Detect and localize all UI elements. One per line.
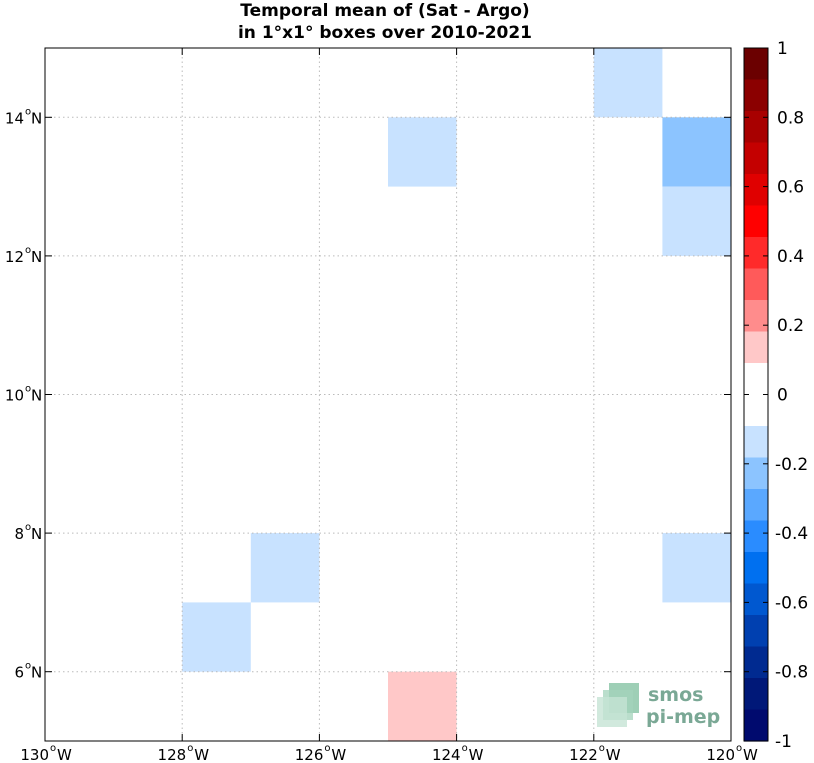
colorbar-tick-label-0: 1 (777, 39, 788, 59)
colorbar-swatch-13 (744, 457, 768, 490)
colorbar-tick-label-8: -0.6 (775, 593, 808, 613)
colorbar-swatch-18 (744, 615, 768, 648)
chart-title: Temporal mean of (Sat - Argo) in 1°x1° b… (0, 0, 770, 44)
colorbar-swatch-14 (744, 489, 768, 522)
x-tick-label-1: 128 o W (158, 743, 210, 763)
y-tick-label-hem-0: N (31, 664, 42, 682)
colorbar-tick-label-7: -0.4 (775, 524, 808, 544)
y-tick-label-4: 14 o N (5, 106, 42, 127)
colorbar-swatch-10 (744, 363, 768, 396)
x-tick-label-deg-1: 128 (158, 746, 187, 763)
y-tick-degree-mark-2: o (25, 384, 31, 395)
y-axis: 6 o N8 o N10 o N12 o N14 o N (5, 106, 731, 682)
x-tick-label-hem-2: W (331, 746, 346, 763)
x-tick-label-4: 122 o W (569, 743, 621, 763)
y-tick-label-deg-4: 14 (5, 109, 24, 127)
colorbar-swatch-11 (744, 394, 768, 427)
x-tick-degree-mark-4: o (599, 743, 605, 754)
colorbar-swatch-7 (744, 268, 768, 301)
x-tick-label-hem-0: W (57, 746, 72, 763)
y-tick-label-hem-1: N (31, 525, 42, 543)
colorbar-swatch-9 (744, 331, 768, 364)
x-tick-label-deg-3: 124 (432, 746, 461, 763)
colorbar-swatch-21 (744, 709, 768, 742)
colorbar-swatch-17 (744, 583, 768, 616)
colorbar-swatch-2 (744, 111, 768, 144)
y-tick-label-3: 12 o N (5, 245, 42, 266)
x-tick-degree-mark-0: o (50, 743, 56, 754)
logo-text-line-2: pi-mep (646, 706, 720, 728)
colorbar-tick-label-1: 0.8 (777, 108, 804, 128)
colorbar-tick-label-5: 0 (777, 386, 788, 406)
data-cell-2 (662, 117, 731, 187)
x-axis: 130 o W 128 o W 126 o W 124 o W 122 o W 120 o W (20, 48, 758, 763)
y-tick-label-hem-2: N (31, 387, 42, 405)
x-tick-degree-mark-3: o (462, 743, 468, 754)
colorbar-swatch-6 (744, 237, 768, 270)
colorbar-swatch-19 (744, 646, 768, 679)
colorbar-tick-label-10: -1 (775, 732, 792, 752)
colorbar-swatch-1 (744, 79, 768, 112)
smos-pi-mep-logo: smos pi-mep (597, 683, 720, 728)
x-tick-degree-mark-5: o (736, 743, 742, 754)
x-tick-label-deg-4: 122 (569, 746, 598, 763)
y-tick-label-hem-3: N (31, 248, 42, 266)
colorbar-swatch-5 (744, 205, 768, 238)
colorbar-tick-label-4: 0.2 (777, 316, 804, 336)
y-tick-label-deg-3: 12 (5, 248, 24, 266)
chart-title-line-1: Temporal mean of (Sat - Argo) (240, 1, 530, 21)
colorbar-swatch-15 (744, 520, 768, 553)
data-cell-3 (662, 186, 731, 256)
chart-title-line-2: in 1°x1° boxes over 2010-2021 (237, 23, 533, 43)
colorbar-swatch-4 (744, 174, 768, 207)
colorbar-swatch-20 (744, 678, 768, 711)
x-tick-label-deg-0: 130 (20, 746, 49, 763)
colorbar-swatch-0 (744, 48, 768, 81)
colorbar-tick-label-3: 0.4 (777, 247, 804, 267)
x-tick-label-deg-5: 120 (706, 746, 735, 763)
data-cell-6 (182, 602, 251, 672)
x-tick-degree-mark-1: o (187, 743, 193, 754)
colorbar-swatch-8 (744, 300, 768, 333)
data-cell-5 (662, 533, 731, 603)
logo-text-line-1: smos (648, 684, 703, 706)
x-tick-label-5: 120 o W (706, 743, 758, 763)
data-cell-7 (388, 671, 457, 741)
plot-area (44, 47, 732, 742)
y-tick-label-2: 10 o N (5, 384, 42, 405)
y-tick-label-deg-0: 6 (14, 664, 24, 682)
colorbar-tick-label-6: -0.2 (775, 455, 808, 475)
x-tick-label-3: 124 o W (432, 743, 484, 763)
data-cell-1 (388, 117, 457, 187)
x-tick-label-2: 126 o W (295, 743, 347, 763)
x-tick-label-hem-1: W (194, 746, 209, 763)
x-tick-label-deg-2: 126 (295, 746, 324, 763)
colorbar-swatch-12 (744, 426, 768, 459)
y-tick-degree-mark-3: o (25, 245, 31, 256)
y-tick-degree-mark-1: o (25, 522, 31, 533)
x-tick-label-hem-4: W (606, 746, 621, 763)
data-cell-4 (250, 533, 320, 603)
y-tick-label-deg-2: 10 (5, 387, 24, 405)
x-tick-label-hem-3: W (469, 746, 484, 763)
y-tick-label-deg-1: 8 (14, 525, 24, 543)
y-tick-label-hem-4: N (31, 109, 42, 127)
colorbar-tick-label-2: 0.6 (777, 178, 804, 198)
colorbar-swatch-3 (744, 142, 768, 175)
y-tick-degree-mark-4: o (25, 106, 31, 117)
logo-icon (597, 683, 639, 727)
data-cell-0 (593, 48, 663, 118)
x-tick-degree-mark-2: o (324, 743, 330, 754)
colorbar-swatch-16 (744, 552, 768, 585)
colorbar-tick-label-9: -0.8 (775, 663, 808, 683)
x-tick-label-0: 130 o W (20, 743, 72, 763)
x-tick-label-hem-5: W (743, 746, 758, 763)
colorbar: 1 0.8 0.6 0.4 0.2 0 -0.2 -0.4 -0.6 -0.8 -1 (743, 39, 808, 752)
y-tick-degree-mark-0: o (25, 661, 31, 672)
